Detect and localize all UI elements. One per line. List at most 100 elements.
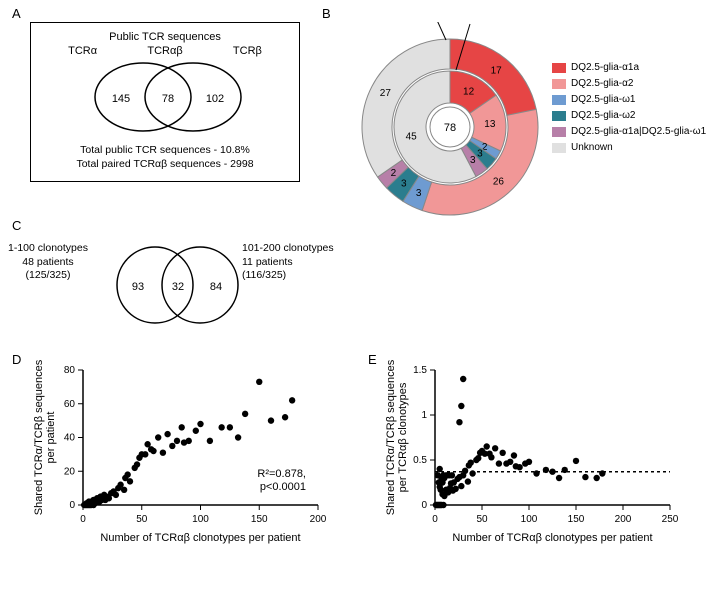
legend-label: Unknown [571,140,613,155]
scatter-point [468,460,474,466]
c-venn-right-val: 84 [210,281,222,293]
scatter-point [169,443,175,449]
legend-label: DQ2.5-glia-α1a|DQ2.5-glia-ω1 [571,124,706,139]
text-line: 1-100 clonotypes [8,242,88,256]
pie-slice-label: 17 [491,65,503,76]
scatter-point [113,492,119,498]
y-tick-label: 0 [69,500,75,511]
legend-label: DQ2.5-glia-ω1 [571,92,636,107]
legend-item: DQ2.5-glia-α2 [552,76,706,91]
col-mid: TCRαβ [147,45,182,57]
panel-c-label: C [12,218,21,233]
panel-b-chart: 172633227 121323345 78 Similar Identical [340,22,560,222]
y-axis-label: Shared TCRα/TCRβ sequences [385,360,397,515]
legend-swatch [552,95,566,105]
pie-slice-label: 13 [484,119,496,130]
scatter-point [150,448,156,454]
text-line: 101-200 clonotypes [242,242,334,256]
legend-swatch [552,127,566,137]
scatter-point [458,403,464,409]
y-tick-label: 40 [64,433,76,444]
scatter-point [458,483,464,489]
scatter-point [460,376,466,382]
x-tick-label: 200 [615,514,632,525]
scatter-point [164,431,170,437]
x-tick-label: 250 [662,514,679,525]
x-tick-label: 150 [251,514,268,525]
x-tick-label: 0 [80,514,86,525]
scatter-point [235,434,241,440]
x-tick-label: 50 [136,514,148,525]
c-venn-left-val: 93 [132,281,144,293]
panel-e-scatter: 05010015020025000.511.5Number of TCRαβ c… [380,360,700,590]
text-line: (125/325) [8,269,88,283]
col-left: TCRα [68,45,97,57]
summary-line-2: Total paired TCRαβ sequences - 2998 [43,158,287,172]
legend-label: DQ2.5-glia-α1a [571,60,639,75]
y-tick-label: 1 [421,410,427,421]
legend-label: DQ2.5-glia-α2 [571,76,633,91]
scatter-point [449,472,455,478]
panel-a-box: Public TCR sequences TCRα TCRαβ TCRβ 145… [30,22,300,182]
y-axis-label: per patient [45,412,57,464]
scatter-point [160,449,166,455]
pie-slice-label: 2 [391,168,397,179]
y-tick-label: 60 [64,399,76,410]
axes [435,370,670,505]
y-axis-label: Shared TCRα/TCRβ sequences [33,360,45,515]
scatter-point [465,478,471,484]
scatter-point [127,478,133,484]
scatter-point [526,459,532,465]
scatter-point [484,443,490,449]
scatter-point [599,470,605,476]
x-tick-label: 50 [476,514,488,525]
scatter-point [456,419,462,425]
center-value: 78 [444,122,456,134]
y-tick-label: 20 [64,466,76,477]
callout-similar-line [436,22,446,40]
y-tick-label: 0 [421,500,427,511]
scatter-point [549,469,555,475]
scatter-point [242,411,248,417]
legend-item: Unknown [552,140,706,155]
scatter-point [462,468,468,474]
panel-a-title: Public TCR sequences [43,31,287,43]
panel-b-legend: DQ2.5-glia-α1aDQ2.5-glia-α2DQ2.5-glia-ω1… [552,60,706,156]
venn-left-circle [95,63,191,131]
scatter-point [511,452,517,458]
scatter-point [174,438,180,444]
venn-left-val: 145 [112,93,130,105]
y-axis-label: per TCRαβ clonotypes [397,382,409,492]
scatter-point [282,414,288,420]
scatter-point [256,379,262,385]
scatter-point [507,459,513,465]
legend-item: DQ2.5-glia-α1a|DQ2.5-glia-ω1 [552,124,706,139]
summary-line-1: Total public TCR sequences - 10.8% [43,144,287,158]
legend-item: DQ2.5-glia-α1a [552,60,706,75]
scatter-point [543,467,549,473]
venn-right-val: 102 [206,93,224,105]
legend-swatch [552,63,566,73]
pie-slice-label: 45 [406,132,418,143]
scatter-point [186,438,192,444]
panel-a-label: A [12,6,21,21]
scatter-point [582,474,588,480]
legend-swatch [552,111,566,121]
x-tick-label: 150 [568,514,585,525]
scatter-point [197,421,203,427]
panel-c-right-text: 101-200 clonotypes11 patients(116/325) [242,242,334,283]
scatter-point [556,475,562,481]
x-axis-label: Number of TCRαβ clonotypes per patient [452,532,652,544]
scatter-point [452,486,458,492]
panel-a-venn: 145 78 102 [43,59,287,137]
scatter-point [179,424,185,430]
scatter-point [516,464,522,470]
venn-mid-val: 78 [162,93,174,105]
scatter-point [440,502,446,508]
scatter-point [492,445,498,451]
scatter-point [134,461,140,467]
y-tick-label: 80 [64,365,76,376]
scatter-point [488,454,494,460]
x-tick-label: 100 [521,514,538,525]
x-axis-label: Number of TCRαβ clonotypes per patient [100,532,300,544]
